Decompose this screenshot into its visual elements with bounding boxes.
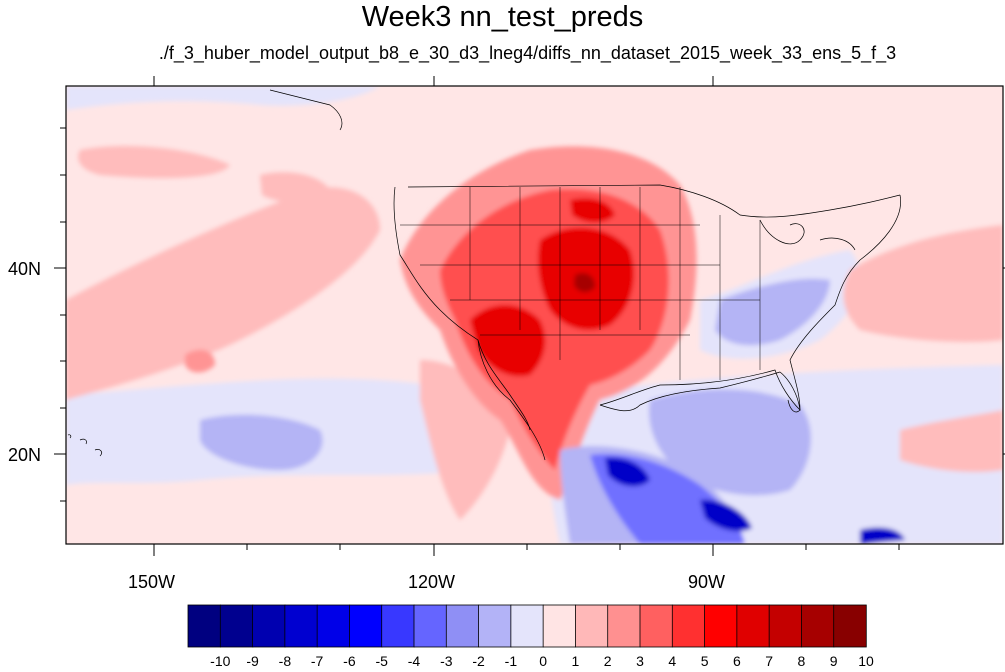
colorbar-swatch (510, 604, 544, 648)
colorbar-label: -3 (440, 653, 453, 669)
pos-light-pacific-north (78, 145, 231, 178)
anomaly-field (66, 86, 1003, 544)
colorbar-label: 5 (700, 653, 709, 669)
neg-mid-east-us (715, 278, 830, 346)
pos-light-atlantic (843, 225, 1003, 342)
x-tick-120w: 120W (408, 572, 456, 592)
neg-peak-southeast (860, 527, 905, 544)
neg-mid-pacific (200, 414, 323, 470)
pos-peak-southwest (470, 305, 546, 377)
colorbar-label: -7 (310, 653, 324, 669)
colorbar-swatch (671, 604, 706, 648)
colorbar-label: -10 (210, 653, 231, 669)
hawaii-islands (67, 434, 102, 457)
state-lines (400, 187, 761, 380)
colorbar-swatch (575, 604, 609, 648)
pos-light-caribbean (900, 410, 1003, 472)
pos-peak-nebraska (570, 198, 615, 223)
colorbar-label: 3 (636, 653, 644, 669)
colorbar-swatch (704, 604, 738, 648)
colorbar-swatch (445, 604, 480, 648)
colorbar (187, 604, 867, 648)
x-tick-150w: 150W (128, 572, 176, 592)
pos-core-colorado (574, 273, 595, 293)
colorbar-label: 4 (668, 653, 677, 669)
colorbar-swatch (381, 604, 415, 648)
great-lakes (759, 219, 856, 251)
neg-peak-coast-1 (605, 457, 650, 487)
colorbar-label: 7 (765, 653, 773, 669)
us-east-coast (599, 194, 901, 411)
colorbar-swatch (252, 604, 286, 648)
colorbar-label: -2 (472, 653, 485, 669)
colorbar-label: -9 (246, 653, 259, 669)
alaska-panhandle (269, 89, 343, 131)
colorbar-label: -1 (504, 653, 518, 669)
colorbar-label: 10 (858, 653, 874, 669)
pos-mid-pacific-blob (185, 349, 215, 373)
colorbar-swatch (833, 604, 867, 648)
florida (779, 371, 801, 413)
colorbar-swatch (187, 604, 221, 648)
pos-light-canada (260, 172, 330, 202)
neg-mid-gulf (649, 389, 811, 496)
us-canada-border (407, 184, 901, 218)
colorbar-swatch (736, 604, 770, 648)
colorbar-label: 6 (732, 653, 741, 669)
colorbar-label: 2 (603, 653, 612, 669)
colorbar-label: -4 (407, 653, 421, 669)
colorbar-label: 9 (829, 653, 838, 669)
colorbar-label: 8 (797, 653, 806, 669)
colorbar-swatch (316, 604, 351, 648)
colorbar-swatch (478, 604, 512, 648)
y-tick-40n: 40N (8, 259, 42, 279)
colorbar-swatch (413, 604, 447, 648)
colorbar-swatch (607, 604, 641, 648)
map-subtitle: ./f_3_huber_model_output_b8_e_30_d3_lneg… (158, 43, 897, 63)
colorbar-swatch (768, 604, 803, 648)
colorbar-swatch (542, 604, 577, 648)
colorbar-swatch (639, 604, 673, 648)
pos-light-pacific-band (66, 187, 380, 400)
tick-marks (54, 76, 1005, 556)
colorbar-label: -8 (278, 653, 292, 669)
colorbar-swatch (219, 604, 254, 648)
map-title: Week3 nn_test_preds (361, 1, 644, 33)
colorbar-swatch (801, 604, 835, 648)
neg-light-north-pacific (66, 86, 380, 110)
colorbar-label: 1 (571, 653, 580, 669)
colorbar-label: 0 (539, 653, 547, 669)
baja-peninsula (477, 339, 531, 431)
colorbar-label: -5 (375, 653, 388, 669)
gulf-coast (599, 371, 781, 412)
colorbar-label: -6 (343, 653, 356, 669)
colorbar-swatch (349, 604, 383, 648)
y-tick-20n: 20N (8, 445, 42, 465)
neg-peak-coast-2 (700, 499, 752, 532)
us-west-coast (393, 186, 546, 461)
colorbar-swatch (284, 604, 318, 648)
geographic-outlines (67, 89, 901, 461)
x-tick-90w: 90W (688, 572, 726, 592)
